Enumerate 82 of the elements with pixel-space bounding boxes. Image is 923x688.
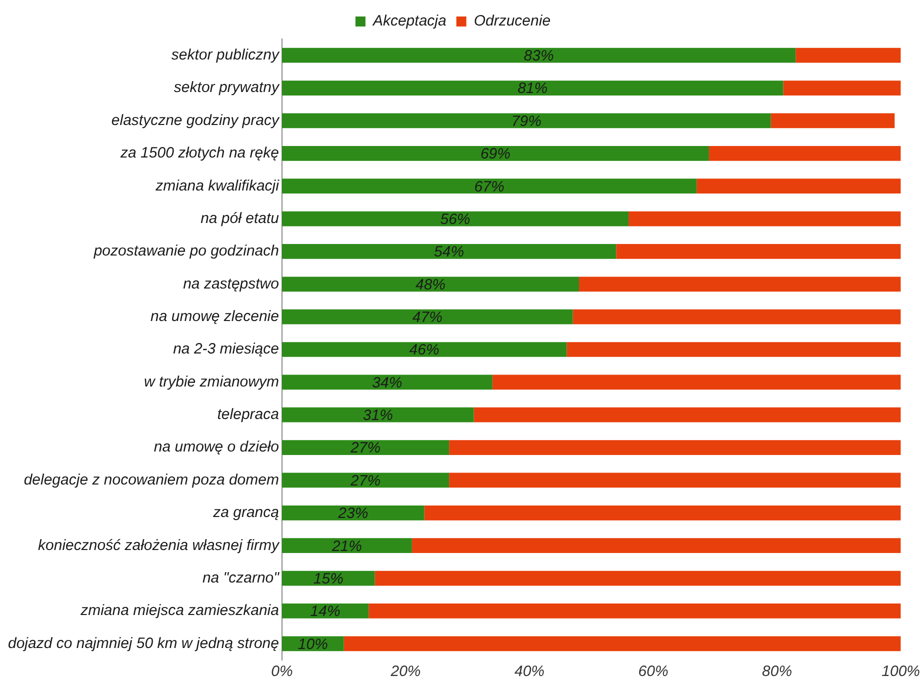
x-tick-label: 20%: [390, 663, 421, 680]
y-tick-label: w trybie zmianowym: [144, 373, 279, 390]
y-tick-label: delegacje z nocowaniem poza domem: [24, 471, 279, 488]
bar: [282, 538, 412, 554]
data-label: 69%: [480, 146, 510, 163]
y-tick-label: za grancą: [212, 504, 279, 522]
data-label: 83%: [524, 48, 554, 65]
bar: [368, 604, 901, 618]
x-tick-label: 0%: [271, 663, 293, 680]
bar: [282, 276, 580, 292]
bar: [282, 604, 369, 618]
data-label: 23%: [337, 505, 368, 522]
data-label: 67%: [474, 178, 504, 196]
y-tick-label: zmiana miejsca zamieszkania: [80, 602, 279, 620]
bar: [770, 113, 895, 128]
bar: [783, 80, 901, 96]
bar: [282, 178, 697, 194]
bar: [572, 309, 901, 324]
bar: [282, 407, 474, 422]
y-tick-label: na umowę zlecenie: [150, 308, 279, 325]
data-label: 21%: [330, 538, 362, 555]
y-tick-label: na "czarno": [202, 569, 280, 586]
legend-label: Odrzucenie: [474, 12, 551, 30]
bar: [282, 440, 450, 455]
y-tick-label: sektor publiczny: [171, 46, 280, 64]
data-label: 27%: [350, 440, 381, 457]
y-tick-label: za 1500 złotych na rękę: [120, 144, 279, 162]
data-label: 46%: [409, 342, 440, 359]
data-label: 79%: [511, 112, 542, 130]
bar: [628, 211, 901, 226]
data-label: 14%: [310, 603, 340, 620]
bar: [282, 342, 567, 357]
bar: [282, 113, 771, 128]
bar: [282, 146, 709, 161]
bar: [566, 342, 901, 357]
data-label: 47%: [412, 308, 442, 326]
y-tick-label: na umowę o dzieło: [154, 438, 279, 456]
x-tick-label: 40%: [514, 663, 545, 680]
y-tick-label: dojazd co najmniej 50 km w jedną stronę: [8, 634, 279, 652]
bar: [492, 374, 901, 390]
data-label: 48%: [415, 276, 446, 294]
bar: [449, 440, 901, 455]
bar: [796, 48, 901, 63]
bar: [344, 636, 901, 652]
data-label: 15%: [313, 570, 344, 588]
data-label: 31%: [362, 407, 393, 424]
y-tick-label: na 2-3 miesiące: [173, 340, 279, 358]
x-tick-label: 80%: [762, 663, 792, 680]
data-label: 34%: [372, 374, 402, 392]
data-label: 10%: [298, 636, 328, 653]
bar: [424, 505, 901, 520]
y-tick-label: sektor prywatny: [174, 79, 280, 96]
data-label: 54%: [434, 244, 464, 261]
bar: [282, 472, 450, 488]
y-tick-label: konieczność założenia własnej firmy: [38, 536, 280, 554]
bar: [282, 211, 629, 226]
data-label: 81%: [518, 80, 548, 98]
y-tick-label: na zastępstwo: [183, 275, 279, 292]
bar: [282, 309, 573, 324]
bar: [282, 48, 796, 63]
y-tick-label: pozostawanie po godzinach: [92, 242, 279, 260]
bar: [449, 472, 901, 488]
bar: [282, 244, 616, 259]
data-label: 56%: [440, 210, 470, 228]
bar: [474, 407, 901, 422]
bar: [282, 374, 492, 390]
legend-label: Akceptacja: [372, 12, 446, 30]
bar: [374, 570, 901, 586]
bar: [616, 244, 901, 259]
bar: [282, 80, 784, 96]
bar: [708, 146, 901, 161]
x-tick-label: 100%: [882, 663, 920, 680]
x-tick-label: 60%: [638, 663, 668, 680]
y-tick-label: na pół etatu: [200, 210, 280, 227]
bar: [412, 538, 901, 554]
y-tick-label: zmiana kwalifikacji: [154, 177, 280, 194]
y-tick-label: elastyczne godziny pracy: [111, 112, 280, 129]
y-tick-label: telepraca: [217, 406, 279, 424]
bar: [579, 276, 901, 292]
bar: [282, 505, 424, 520]
data-label: 27%: [350, 472, 381, 490]
bar: [696, 178, 901, 194]
